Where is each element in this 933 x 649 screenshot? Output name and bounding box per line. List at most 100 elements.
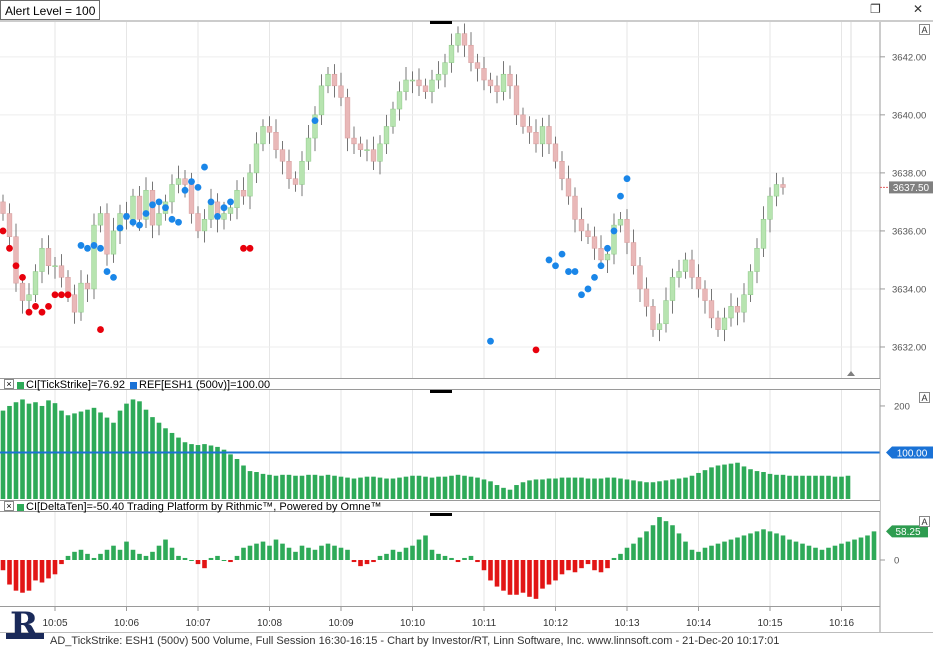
tickstrike-bar xyxy=(787,475,792,499)
signal-dot-blue xyxy=(162,204,169,212)
deltaten-axis-autoscale-button[interactable]: A xyxy=(919,516,930,527)
tickstrike-panel xyxy=(0,399,880,499)
candle-body xyxy=(468,44,474,63)
delta-bar-positive xyxy=(312,549,318,560)
alert-level-box[interactable]: Alert Level = 100 xyxy=(0,0,101,20)
tickstrike-bar xyxy=(137,401,142,499)
tickstrike-bar xyxy=(709,467,714,499)
candle-body xyxy=(351,137,357,145)
candle-body xyxy=(611,224,617,255)
last-price-box xyxy=(889,181,933,194)
candle-body xyxy=(234,190,240,208)
candle-body xyxy=(747,271,754,296)
tickstrike-bar xyxy=(202,444,207,499)
last-price-value: 3637.50 xyxy=(893,183,930,194)
candle-body xyxy=(247,172,253,197)
candle-body xyxy=(435,73,442,81)
delta-bar-positive xyxy=(247,545,253,560)
tickstrike-bar xyxy=(416,475,422,499)
tickstrike-bar xyxy=(228,454,233,499)
tickstrike-bar xyxy=(195,445,201,499)
delta-bar-positive xyxy=(325,543,331,560)
tickstrike-label: CI[TickStrike]=76.92 xyxy=(26,379,125,391)
candle-body xyxy=(240,190,247,197)
candle-body xyxy=(377,143,383,162)
investor-rt-logo-icon: R xyxy=(6,606,44,645)
tickstrike-close-icon[interactable]: × xyxy=(4,379,14,389)
price-axis-autoscale-button[interactable]: A xyxy=(919,24,930,35)
price-tick-label: 3636.00 xyxy=(892,226,926,237)
tickstrike-bar xyxy=(111,422,116,499)
candle-body xyxy=(6,213,13,237)
signal-dot-blue xyxy=(110,273,117,281)
tickstrike-bar xyxy=(533,479,539,499)
tickstrike-bar xyxy=(52,403,58,499)
signal-dot-blue xyxy=(214,213,221,220)
signal-dot-blue xyxy=(155,198,163,206)
deltaten-label-bar: × CI[DeltaTen]=-50.40 Trading Platform by… xyxy=(0,500,880,513)
tickstrike-bar xyxy=(306,474,311,499)
signal-dot-blue xyxy=(617,192,624,200)
delta-bar-negative xyxy=(13,560,19,591)
delta-bar-negative xyxy=(455,560,461,563)
delta-last-value-label: 58.25 xyxy=(895,527,920,538)
delta-bar-negative xyxy=(481,560,487,571)
delta-bar-negative xyxy=(39,560,45,583)
delta-bar-negative xyxy=(33,560,38,581)
delta-bar-negative xyxy=(520,560,526,593)
candle-body xyxy=(32,271,39,296)
tickstrike-bar xyxy=(26,403,32,499)
tickstrike-bar xyxy=(72,413,77,499)
candle-body xyxy=(260,126,266,145)
delta-bar-negative xyxy=(579,560,584,569)
signal-dot-blue xyxy=(207,198,215,206)
ref-value-box xyxy=(886,446,933,459)
delta-bar-positive xyxy=(683,541,688,560)
candle-body xyxy=(13,236,19,284)
signal-dot-blue xyxy=(487,337,494,345)
tickstrike-bar xyxy=(696,472,701,499)
deltaten-close-icon[interactable]: × xyxy=(4,501,14,511)
candle-body xyxy=(338,85,344,98)
delta-bar-negative xyxy=(59,560,64,565)
delta-bar-negative xyxy=(26,560,32,591)
tickstrike-resize-handle xyxy=(430,390,452,393)
tickstrike-bar xyxy=(774,474,779,499)
delta-bar-positive xyxy=(761,529,766,560)
signal-dot-blue xyxy=(168,215,176,223)
deltaten-label: CI[DeltaTen]=-50.40 Trading Platform by … xyxy=(26,501,382,513)
time-tick-label: 10:15 xyxy=(757,618,782,629)
candle-body xyxy=(370,149,377,162)
delta-bar-positive xyxy=(78,549,84,560)
delta-bar-positive xyxy=(111,545,116,560)
close-icon[interactable]: ✕ xyxy=(913,2,924,16)
delta-bar-positive xyxy=(338,547,344,560)
delta-bar-positive xyxy=(832,545,838,560)
time-tick-label: 10:10 xyxy=(400,618,425,629)
restore-window-icon[interactable]: ❐ xyxy=(870,2,881,16)
candle-body xyxy=(188,184,195,214)
signal-dot-blue xyxy=(123,213,130,220)
tickstrike-bar xyxy=(449,475,454,499)
candle-body xyxy=(364,149,370,151)
candle-body xyxy=(481,68,487,81)
candle-body xyxy=(474,62,481,69)
delta-bar-positive xyxy=(377,555,383,560)
delta-bar-positive xyxy=(839,543,844,560)
grid-lines xyxy=(0,22,880,606)
tickstrike-bar xyxy=(150,417,155,499)
candle-body xyxy=(45,248,52,266)
tickstrike-bar xyxy=(475,477,480,499)
signal-dot-red xyxy=(240,244,247,252)
delta-bar-positive xyxy=(702,547,708,560)
tickstrike-axis-autoscale-button[interactable]: A xyxy=(919,392,930,403)
candle-body xyxy=(292,178,299,185)
tickstrike-bar xyxy=(33,402,38,499)
tickstrike-bar xyxy=(221,449,227,499)
price-tick-label: 3632.00 xyxy=(892,342,926,353)
delta-bar-negative xyxy=(494,560,500,587)
candle-body xyxy=(286,161,292,179)
tickstrike-bar xyxy=(520,482,526,499)
delta-bar-positive xyxy=(663,521,669,560)
